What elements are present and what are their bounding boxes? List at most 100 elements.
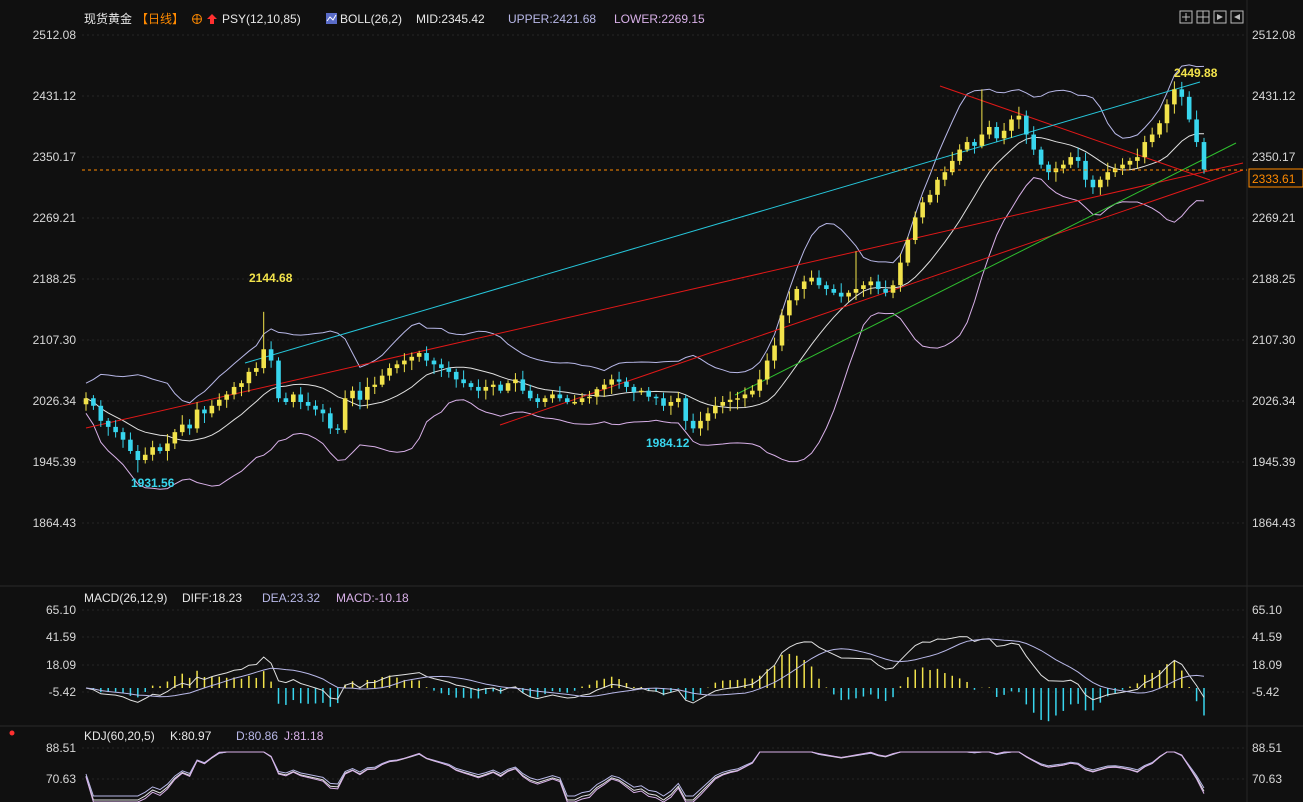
psy-up-arrow-icon — [207, 14, 217, 24]
candle-body — [194, 409, 200, 429]
candle-body — [1120, 164, 1125, 169]
candle-body — [461, 379, 466, 384]
candle-body — [216, 399, 222, 406]
candle-body — [1157, 123, 1162, 135]
candle-body — [579, 398, 585, 403]
collapse-icon[interactable] — [1230, 10, 1244, 24]
candle-body — [261, 349, 266, 369]
candle-body — [1127, 160, 1133, 165]
price-tick-left: 2431.12 — [33, 89, 77, 103]
candle-body — [705, 413, 711, 421]
candle-body — [720, 402, 726, 406]
right-price-axis: 2512.08 2431.12 2350.17 2269.21 2188.25 2107.… — [1252, 28, 1296, 530]
candle-body — [1001, 130, 1007, 139]
candle-body — [898, 262, 903, 286]
candle-body — [853, 288, 859, 293]
candle-body — [291, 394, 296, 403]
candle-body — [653, 396, 659, 399]
price-tick-left: 2512.08 — [33, 28, 77, 42]
macd-tick-right: 18.09 — [1252, 658, 1282, 672]
trendline-red-long — [85, 162, 1244, 429]
candle-body — [1149, 134, 1155, 143]
candle-body — [927, 194, 933, 203]
period-label[interactable]: 【日线】 — [136, 12, 184, 26]
candle-body — [868, 281, 874, 286]
kdj-tick-right: 88.51 — [1252, 741, 1282, 755]
kdj-tick-left: 88.51 — [46, 741, 76, 755]
price-tick-right: 2026.34 — [1252, 394, 1296, 408]
candle-body — [587, 396, 592, 399]
candle-body — [713, 405, 718, 414]
candle-body — [535, 398, 540, 403]
candle-body — [935, 179, 940, 195]
last-price-label: 2333.61 — [1252, 172, 1296, 186]
macd-grid: 65.10 65.10 41.59 41.59 18.09 18.09 -5.42 -5.42 — [46, 603, 1282, 699]
macd-dea-line — [85, 638, 1205, 698]
last-price-tag — [1248, 168, 1303, 188]
marker-dot — [9, 730, 15, 736]
candle-body — [1046, 164, 1051, 173]
candle-body — [505, 383, 511, 391]
candle-body — [668, 402, 674, 406]
candle-body — [912, 217, 918, 241]
candle-body — [172, 432, 178, 444]
macd-tick-right: -5.42 — [1252, 685, 1280, 699]
candle-body — [631, 386, 637, 393]
macd-tick-left: 41.59 — [46, 630, 76, 644]
kdj-tick-left: 70.63 — [46, 772, 76, 786]
boll-lower: LOWER:2269.15 — [614, 12, 705, 26]
candle-body — [320, 409, 326, 414]
price-tick-left: 1945.39 — [33, 455, 77, 469]
symbol-name[interactable]: 现货黄金 — [84, 11, 132, 26]
candle-body — [298, 394, 304, 403]
candle-body — [1164, 104, 1170, 124]
left-price-axis: 2512.08 2431.12 2350.17 2269.21 2188.25 2107.… — [33, 28, 77, 530]
macd-tick-left: -5.42 — [49, 685, 77, 699]
candlestick-series[interactable] — [83, 81, 1207, 473]
candle-body — [1038, 149, 1044, 165]
add-indicator-icon[interactable] — [192, 14, 202, 24]
annotation-low1: 1931.56 — [131, 476, 175, 490]
candle-body — [490, 384, 496, 387]
candle-body — [624, 381, 629, 387]
candle-body — [468, 383, 474, 387]
boll-mid: MID:2345.42 — [416, 12, 485, 26]
layout-icon[interactable] — [1196, 10, 1210, 24]
candle-body — [764, 360, 770, 380]
candle-body — [313, 405, 318, 410]
candle-body — [846, 292, 851, 297]
candle-body — [1090, 179, 1096, 188]
candle-body — [520, 379, 526, 391]
boll-mid-line — [85, 133, 1205, 442]
trendline-red-short — [499, 169, 1244, 426]
price-tick-left: 2188.25 — [33, 272, 77, 286]
candle-body — [920, 202, 925, 218]
macd-histogram — [92, 653, 1205, 722]
annotation-low2: 1984.12 — [646, 436, 690, 450]
boll-label[interactable]: BOLL(26,2) — [340, 12, 402, 26]
psy-label[interactable]: PSY(12,10,85) — [222, 12, 301, 26]
macd-value: MACD:-10.18 — [336, 591, 409, 605]
candle-body — [120, 432, 126, 440]
candle-body — [231, 386, 237, 395]
candle-body — [676, 398, 681, 403]
candle-body — [150, 447, 155, 455]
macd-label[interactable]: MACD(26,12,9) — [84, 591, 167, 605]
kdj-label[interactable]: KDJ(60,20,5) — [84, 729, 155, 743]
kdj-k-line — [85, 751, 1205, 801]
candle-body — [91, 398, 96, 406]
expand-icon[interactable] — [1213, 10, 1227, 24]
candle-body — [387, 368, 392, 376]
candle-body — [187, 424, 192, 429]
boll-upper: UPPER:2421.68 — [508, 12, 596, 26]
trend-lines[interactable] — [85, 81, 1244, 429]
candle-body — [1098, 179, 1103, 188]
candle-body — [402, 360, 407, 365]
candle-body — [1201, 142, 1207, 170]
crosshair-icon[interactable] — [1179, 10, 1193, 24]
candle-body — [550, 394, 555, 399]
candle-body — [350, 390, 355, 399]
kdj-j-line — [85, 751, 1205, 802]
kdj-tick-right: 70.63 — [1252, 772, 1282, 786]
